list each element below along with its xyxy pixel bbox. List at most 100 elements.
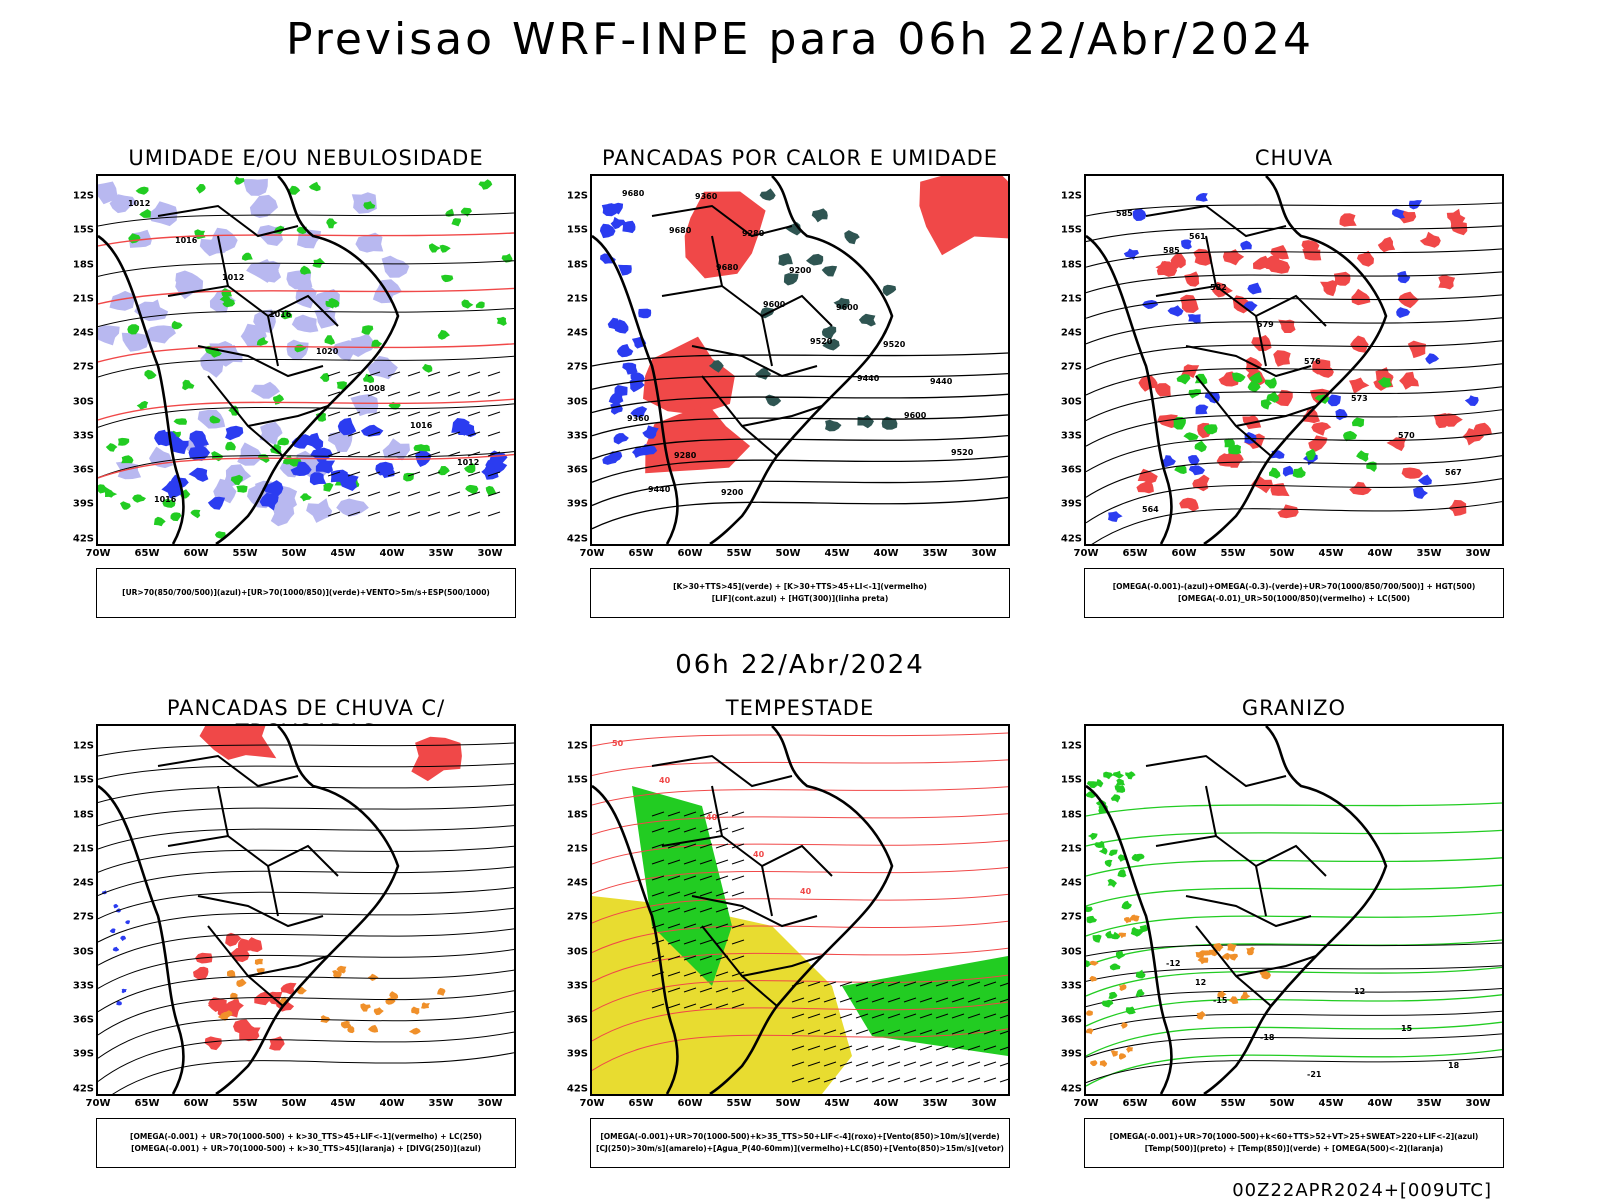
wind-vector	[683, 827, 697, 833]
lat-tick-label: 30S	[72, 946, 94, 958]
wind-vector	[807, 997, 821, 1003]
contour-label: 9440	[648, 485, 671, 494]
lon-tick-label: 50W	[1269, 1098, 1295, 1109]
wind-vector	[367, 431, 381, 437]
rain-area	[1192, 474, 1210, 492]
lat-tick-label: 30S	[72, 396, 94, 408]
temperature-850-isoline	[1115, 778, 1125, 786]
temperature-500-isoline	[1086, 1010, 1502, 1033]
rain-area	[1137, 468, 1158, 484]
omega-area	[1108, 511, 1123, 522]
water-contour	[592, 867, 1008, 894]
thickness-isoline	[98, 343, 514, 363]
wind-vector	[699, 843, 713, 849]
humidity-shading	[225, 425, 244, 441]
height-isoline	[1086, 317, 1502, 345]
temperature-850-isoline	[1086, 829, 1502, 847]
water-contour	[592, 920, 1008, 953]
wind-vector	[447, 451, 461, 457]
humidity-contour	[136, 400, 149, 411]
lon-axis: 70W 65W 60W 55W 50W 45W 40W 35W 30W	[580, 1098, 1010, 1112]
temperature-850-isoline	[1086, 1048, 1502, 1087]
lat-tick-label: 21S	[72, 293, 94, 305]
contour-label: 18	[1448, 1061, 1460, 1070]
humidity-shading	[109, 290, 135, 311]
wind-vector	[855, 1029, 869, 1035]
contour-label: 1012	[128, 199, 150, 208]
wind-vector	[367, 451, 381, 457]
omega-area	[1246, 946, 1255, 956]
instability-area	[783, 273, 799, 286]
humidity-shading	[451, 418, 470, 436]
humidity-contour	[118, 437, 130, 446]
humidity-shading	[159, 431, 178, 447]
wind-vector	[999, 1030, 1008, 1035]
lon-tick-label: 45W	[1318, 548, 1344, 559]
contour-label: 9520	[883, 340, 906, 349]
height-isoline	[592, 434, 1008, 460]
wind-vector	[967, 981, 981, 987]
humidity-contour	[464, 462, 476, 474]
wind-vector	[387, 471, 401, 477]
convective-area	[408, 1027, 421, 1035]
temperature-500-isoline	[1086, 1033, 1502, 1058]
humidity-contour	[441, 274, 454, 283]
humidity-contour	[496, 316, 507, 326]
lifted-index-contour	[599, 223, 616, 239]
humidity-contour	[219, 294, 232, 304]
wind-vector	[467, 491, 481, 497]
wind-vector	[347, 411, 361, 417]
wind-vector	[983, 1061, 997, 1067]
contour-label: 1012	[222, 273, 244, 282]
temperature-850-isoline	[1121, 900, 1132, 910]
wind-vector	[683, 891, 697, 897]
temperature-850-isoline	[1086, 911, 1502, 937]
streamline	[98, 742, 514, 757]
wind-vector	[807, 1061, 821, 1067]
wind-vector	[871, 1013, 885, 1019]
wind-vector	[699, 955, 713, 961]
map-pancadas-calor: 9680 9680 9680 9600 9520 9440 9600 9520 9440 9360…	[590, 174, 1010, 546]
omega-area	[1132, 915, 1140, 922]
lat-tick-label: 24S	[566, 877, 588, 889]
instability-area	[857, 414, 874, 429]
omega-area	[1224, 438, 1235, 449]
lon-tick-label: 40W	[873, 548, 899, 559]
omega-area	[1194, 373, 1208, 385]
map-canvas: -12 -15 -18 -21 12 15 18 12	[1086, 726, 1502, 1094]
humidity-shading	[337, 417, 357, 436]
height-isoline	[592, 414, 1008, 437]
state-border	[157, 204, 299, 238]
height-isoline	[1086, 478, 1502, 524]
lon-axis: 70W 65W 60W 55W 50W 45W 40W 35W 30W	[1074, 1098, 1504, 1112]
wind-vector	[683, 939, 697, 945]
rain-area	[1407, 340, 1426, 359]
humidity-shading	[290, 461, 312, 476]
wind-vector	[823, 1061, 837, 1067]
wind-vector	[935, 1013, 949, 1019]
legend-box: [UR>70(850/700/500)](azul)+[UR>70(1000/8…	[96, 568, 516, 618]
wind-vector	[667, 971, 681, 977]
state-border	[691, 895, 818, 928]
omega-area	[1335, 408, 1348, 421]
temperature-850-isoline	[1092, 934, 1102, 943]
lon-tick-label: 55W	[1220, 548, 1246, 559]
rain-area	[1349, 377, 1370, 394]
wind-vector	[699, 1003, 713, 1009]
omega-area	[1227, 943, 1237, 952]
omega-area	[1099, 1060, 1108, 1067]
contour-label: 40	[706, 813, 718, 822]
wind-vector	[823, 1045, 837, 1051]
wind-vector	[699, 987, 713, 993]
humidity-contour	[461, 299, 474, 309]
temperature-850-isoline	[1086, 939, 1502, 967]
streamline	[98, 783, 514, 803]
wind-vector	[887, 1029, 901, 1035]
lon-tick-label: 30W	[1465, 1098, 1491, 1109]
rain-area	[1157, 414, 1179, 428]
lon-tick-label: 65W	[1122, 1098, 1148, 1109]
wind-vector	[407, 391, 421, 397]
coastline	[1086, 176, 1388, 544]
wind-vector	[951, 1077, 965, 1083]
omega-area	[1221, 952, 1230, 961]
